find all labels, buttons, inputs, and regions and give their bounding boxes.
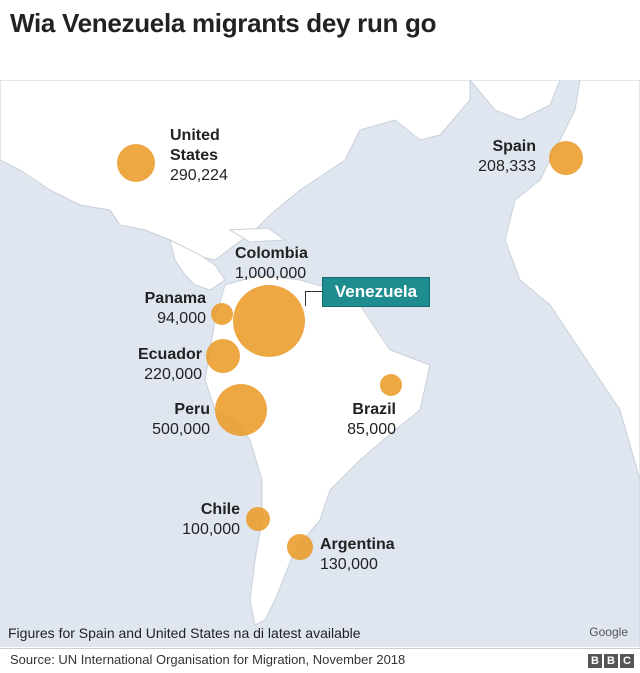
label-spain: Spain 208,333: [466, 137, 536, 177]
country-value: 220,000: [144, 366, 202, 383]
country-value: 500,000: [152, 421, 210, 438]
label-peru: Peru 500,000: [132, 400, 210, 440]
venezuela-leader-line: [305, 291, 323, 306]
figures-note: Figures for Spain and United States na d…: [8, 625, 361, 641]
country-name-line: United: [170, 127, 220, 144]
country-name: Spain: [492, 138, 536, 155]
bubble-panama[interactable]: [211, 303, 233, 325]
country-name: Brazil: [352, 401, 396, 418]
country-value: 100,000: [182, 521, 240, 538]
bubble-colombia[interactable]: [233, 285, 305, 357]
bubble-ecuador[interactable]: [206, 339, 240, 373]
source-note: Source: UN International Organisation fo…: [10, 652, 406, 667]
land-shapes: [0, 80, 640, 647]
label-united-states: United States 290,224: [170, 126, 228, 186]
logo-letter: B: [604, 654, 618, 668]
country-value: 208,333: [478, 158, 536, 175]
bubble-brazil[interactable]: [380, 374, 402, 396]
bubble-argentina[interactable]: [287, 534, 313, 560]
label-colombia: Colombia 1,000,000: [235, 244, 308, 284]
bubble-spain[interactable]: [549, 141, 583, 175]
bubble-united-states[interactable]: [117, 144, 155, 182]
country-name: Ecuador: [137, 346, 202, 363]
country-name: Chile: [200, 501, 240, 518]
label-chile: Chile 100,000: [170, 500, 240, 540]
country-name-line: States: [170, 147, 219, 164]
label-panama: Panama 94,000: [130, 289, 206, 329]
bubble-chile[interactable]: [246, 507, 270, 531]
footer-divider: [0, 648, 640, 649]
country-name: Colombia: [235, 245, 308, 262]
label-ecuador: Ecuador 220,000: [120, 345, 202, 385]
country-name: Panama: [144, 290, 206, 307]
country-value: 94,000: [157, 310, 206, 327]
logo-letter: C: [620, 654, 634, 668]
page-title: Wia Venezuela migrants dey run go: [10, 8, 437, 38]
label-argentina: Argentina 130,000: [320, 535, 395, 575]
label-brazil: Brazil 85,000: [330, 400, 396, 440]
venezuela-highlight-label: Venezuela: [322, 277, 430, 307]
map[interactable]: United States 290,224 Spain 208,333 Colo…: [0, 80, 640, 647]
country-name: Argentina: [320, 536, 395, 553]
country-value: 290,224: [170, 167, 228, 184]
bubble-peru[interactable]: [215, 384, 267, 436]
country-value: 1,000,000: [235, 265, 307, 282]
country-name: Peru: [174, 401, 210, 418]
country-value: 85,000: [347, 421, 396, 438]
logo-letter: B: [588, 654, 602, 668]
country-value: 130,000: [320, 556, 378, 573]
map-credit: Google: [589, 625, 628, 639]
bbc-logo: B B C: [588, 654, 634, 668]
